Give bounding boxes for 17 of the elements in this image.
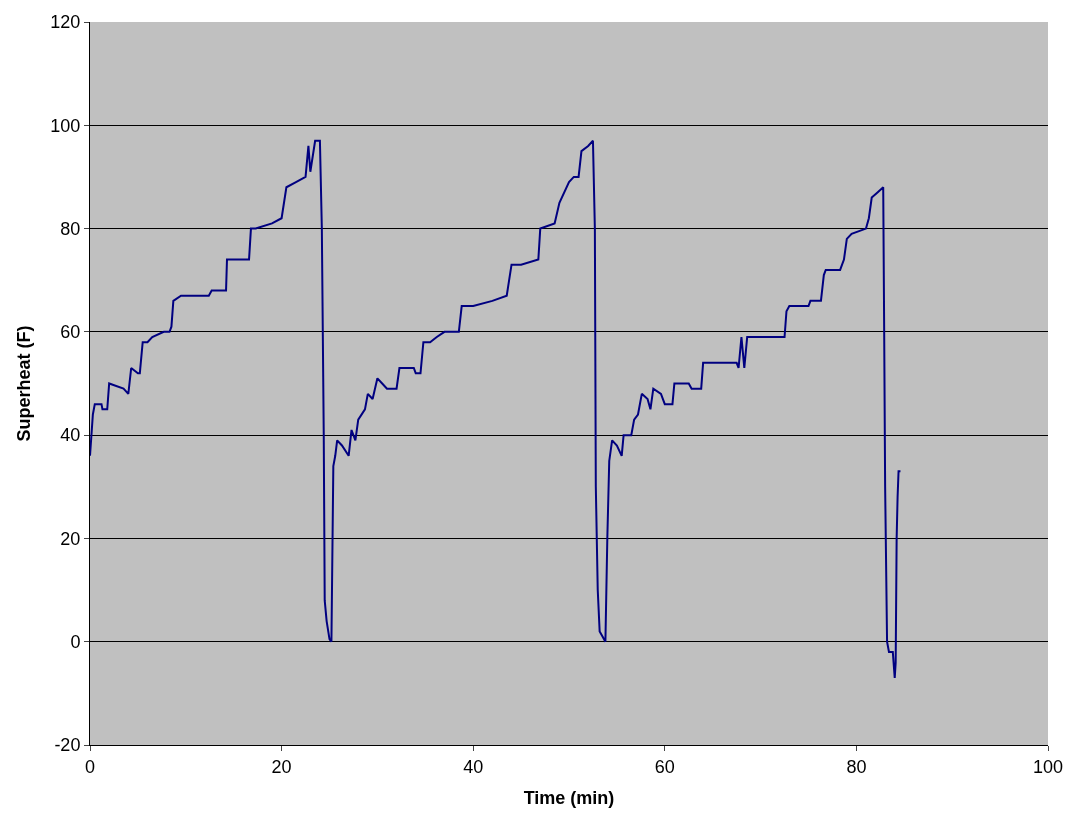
y-tick-label: 120 — [50, 12, 81, 33]
x-tick-label: 40 — [463, 756, 484, 777]
y-tick-label: 40 — [60, 425, 81, 446]
y-tick-label: 100 — [50, 115, 81, 136]
y-tick-label: 0 — [70, 632, 81, 653]
line-series — [90, 139, 902, 679]
y-axis-title: Superheat (F) — [13, 325, 34, 442]
x-tick-label: 80 — [846, 756, 867, 777]
y-tick-label: 20 — [60, 528, 81, 549]
x-tick-label: 100 — [1032, 756, 1064, 777]
y-tick-label: -20 — [54, 735, 81, 756]
x-axis-title: Time (min) — [523, 787, 615, 808]
y-tick-label: 60 — [60, 322, 81, 343]
x-tick-label: 60 — [654, 756, 675, 777]
y-tick-label: 80 — [60, 218, 81, 239]
x-tick-label: 20 — [271, 756, 292, 777]
x-tick-label: 0 — [84, 756, 96, 777]
